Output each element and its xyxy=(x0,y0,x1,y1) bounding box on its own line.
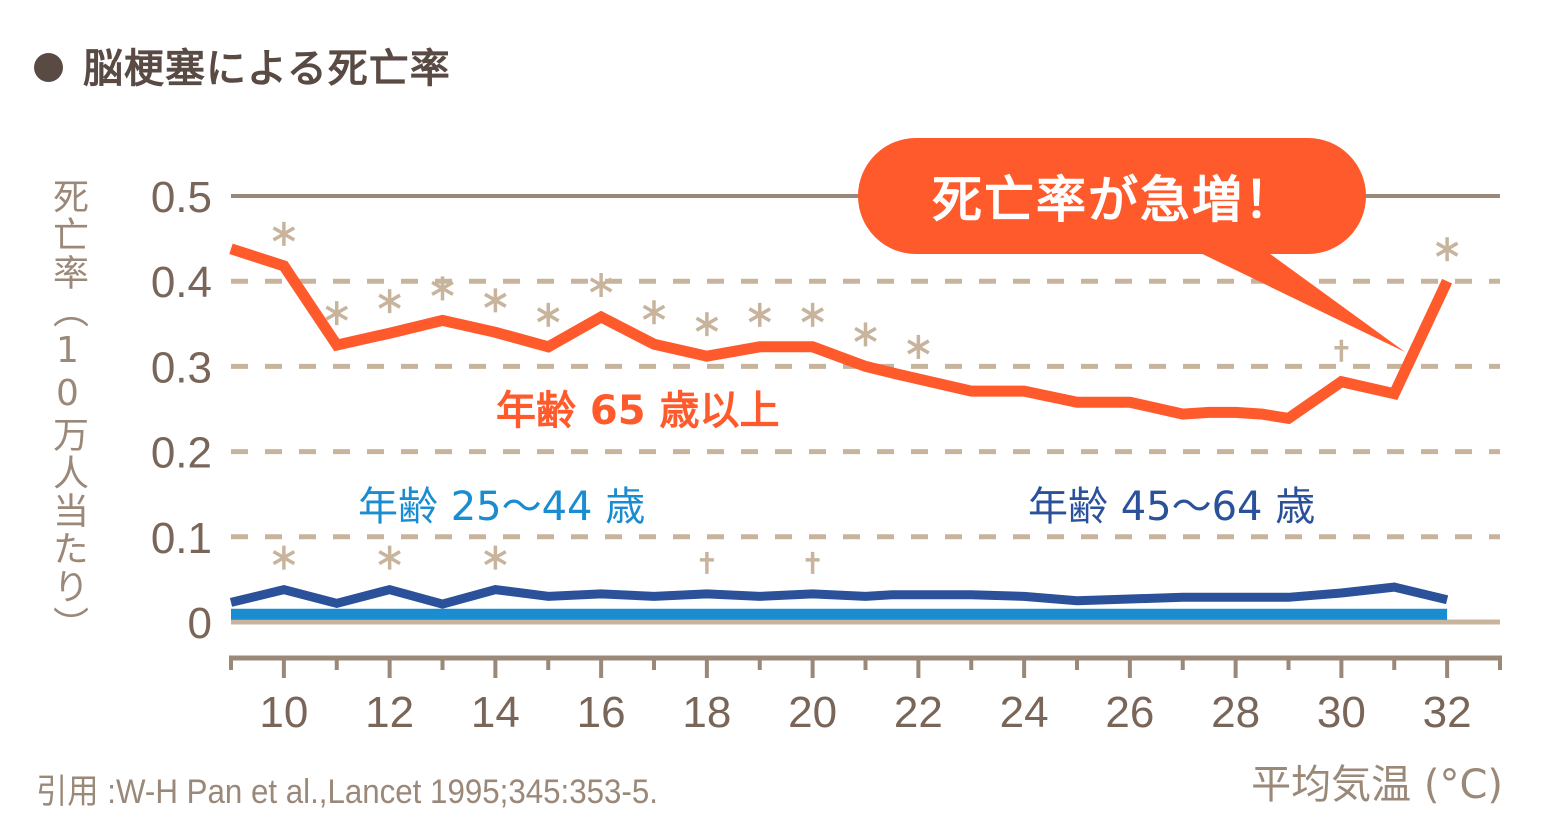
asterisk-stroke xyxy=(854,326,877,342)
x-tick-label: 18 xyxy=(682,688,731,737)
asterisk-marker xyxy=(431,276,454,301)
callout-body xyxy=(858,138,1366,254)
asterisk-marker xyxy=(484,288,507,313)
asterisk-stroke xyxy=(642,304,666,320)
dagger-marker xyxy=(699,551,714,574)
x-tick-label: 22 xyxy=(894,688,943,737)
chart-title-text: 脳梗塞による死亡率 xyxy=(83,46,451,92)
series-line-65-plus xyxy=(229,243,1453,425)
asterisk-stroke xyxy=(589,277,613,293)
asterisk-marker xyxy=(907,334,930,359)
asterisk-marker xyxy=(748,302,772,327)
asterisk-marker xyxy=(854,322,877,347)
asterisk-marker xyxy=(272,221,296,246)
callout-pointer xyxy=(1190,248,1405,352)
x-tick-label: 32 xyxy=(1423,688,1472,737)
y-tick-label: 0.1 xyxy=(151,514,212,563)
dagger-marker xyxy=(1334,339,1349,362)
x-axis: 10 12 14 16 18 20 22 24 26 28 30 32 xyxy=(229,655,1502,737)
citation: 引用 :W-H Pan et al.,Lancet 1995;345:353-5… xyxy=(36,773,658,811)
x-tick-label: 14 xyxy=(471,688,520,737)
x-tick-label: 12 xyxy=(365,688,414,737)
x-tick-label: 28 xyxy=(1211,688,1260,737)
asterisk-stroke xyxy=(325,305,349,321)
asterisk-stroke xyxy=(378,293,401,309)
series-label-65-plus: 年齢 65 歳以上 xyxy=(496,388,780,434)
y-tick-label: 0 xyxy=(188,599,212,648)
callout-text: 死亡率が急増！ xyxy=(932,171,1296,229)
asterisk-stroke xyxy=(378,550,401,566)
asterisk-stroke xyxy=(272,226,296,242)
asterisk-stroke xyxy=(748,307,772,323)
x-tick-label: 30 xyxy=(1317,688,1366,737)
asterisk-marker xyxy=(378,545,401,570)
series-label-25-44: 年齢 25〜44 歳 xyxy=(358,484,646,530)
asterisk-marker xyxy=(1435,237,1459,262)
y-tick-label: 0.5 xyxy=(151,173,212,222)
y-tick-label: 0.4 xyxy=(151,258,212,307)
significance-markers xyxy=(272,221,1459,574)
x-tick-label: 16 xyxy=(577,688,626,737)
asterisk-stroke xyxy=(1435,241,1459,257)
y-tick-label: 0.2 xyxy=(151,429,212,478)
asterisk-marker xyxy=(589,272,613,297)
series-lines xyxy=(229,243,1453,620)
y-tick-label: 0.3 xyxy=(151,343,212,392)
x-tick-label: 24 xyxy=(1000,688,1049,737)
bullet-icon xyxy=(34,52,63,82)
y-axis-label: 死亡率（10万人当たり） xyxy=(47,178,88,644)
asterisk-stroke xyxy=(484,550,507,566)
x-axis-label: 平均気温 (°C) xyxy=(1251,762,1503,808)
asterisk-stroke xyxy=(536,307,560,323)
asterisk-marker xyxy=(536,302,560,327)
y-tick-labels: 0 0.1 0.2 0.3 0.4 0.5 xyxy=(151,173,212,648)
dagger-marker xyxy=(805,551,820,574)
x-tick-label: 10 xyxy=(259,688,308,737)
series-label-45-64: 年齢 45〜64 歳 xyxy=(1028,484,1316,530)
series-line-45-64 xyxy=(229,582,1449,609)
asterisk-marker xyxy=(272,545,296,570)
asterisk-marker xyxy=(378,289,401,314)
x-tick-label: 20 xyxy=(788,688,837,737)
asterisk-marker xyxy=(642,300,666,325)
asterisk-stroke xyxy=(695,316,719,332)
asterisk-stroke xyxy=(431,280,454,296)
asterisk-marker xyxy=(801,302,824,327)
chart-title: 脳梗塞による死亡率 xyxy=(34,36,451,94)
asterisk-marker xyxy=(484,545,507,570)
asterisk-stroke xyxy=(272,550,296,566)
asterisk-marker xyxy=(695,312,719,337)
asterisk-stroke xyxy=(801,307,824,323)
asterisk-stroke xyxy=(907,339,930,355)
callout-bubble xyxy=(858,138,1405,352)
x-tick-label: 26 xyxy=(1105,688,1154,737)
asterisk-stroke xyxy=(484,292,507,308)
asterisk-marker xyxy=(325,301,349,326)
